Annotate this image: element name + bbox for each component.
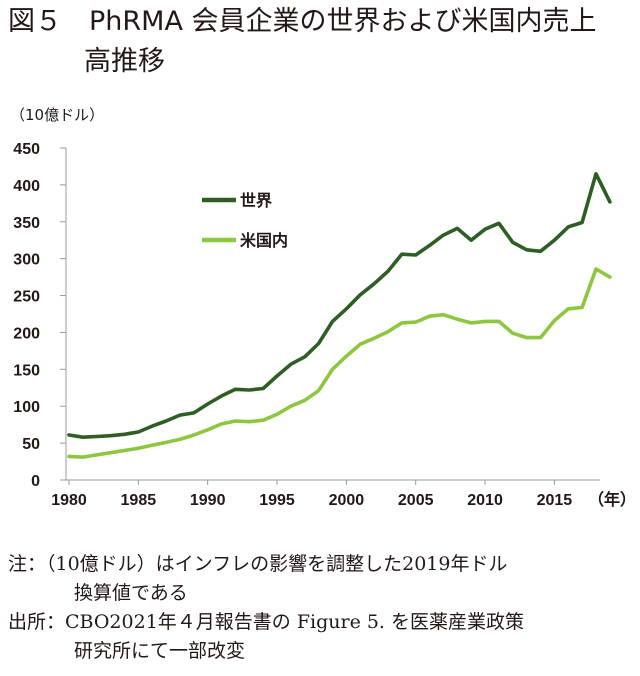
title-line-2: 高推移 (84, 46, 165, 77)
y-tick-label: 300 (13, 252, 40, 269)
y-axis-unit-label: （10億ドル） (10, 106, 105, 124)
y-tick-label: 50 (22, 436, 40, 453)
y-tick-label: 350 (13, 215, 40, 232)
note-line-2: 換算値である (74, 582, 188, 604)
title-line-1: 図５ PhRMA 会員企業の世界および米国内売上 (8, 6, 597, 37)
x-tick-label: 1995 (259, 492, 295, 509)
us-series-line (67, 267, 612, 459)
world-series-line (67, 171, 612, 440)
x-tick-label: 1990 (190, 492, 226, 509)
x-tick-label: 2005 (398, 492, 434, 509)
footnote: 注：（10億ドル）はインフレの影響を調整した2019年ドル 換算値である 出所：… (8, 550, 524, 666)
chart-title: 図５ PhRMA 会員企業の世界および米国内売上 高推移 (8, 2, 634, 82)
source-line-2: 研究所にて一部改変 (74, 640, 246, 662)
legend-world-label: 世界 (240, 192, 272, 210)
x-tick-label: 1985 (121, 492, 157, 509)
line-chart: 0 50 100 150 200 250 300 350 400 450 1980 1985 1990 1… (13, 141, 636, 509)
y-tick-label: 150 (13, 362, 40, 379)
x-tick-label: 1980 (51, 492, 87, 509)
note-line-1: 注：（10億ドル）はインフレの影響を調整した2019年ドル (8, 553, 508, 575)
y-tick-label: 0 (31, 473, 40, 490)
source-line-1: 出所：CBO2021年４月報告書の Figure 5. を医薬産業政策 (8, 611, 525, 633)
y-tick-label: 450 (13, 141, 40, 158)
y-tick-label: 200 (13, 325, 40, 342)
x-tick-label: 2015 (537, 492, 573, 509)
x-tick-label: 2010 (467, 492, 503, 509)
y-tick-label: 100 (13, 399, 40, 416)
y-tick-label: 250 (13, 289, 40, 306)
y-tick-label: 400 (13, 178, 40, 195)
x-axis-unit-label: （年） (588, 490, 636, 509)
x-tick-label: 2000 (329, 492, 365, 509)
legend-us-label: 米国内 (240, 231, 288, 250)
